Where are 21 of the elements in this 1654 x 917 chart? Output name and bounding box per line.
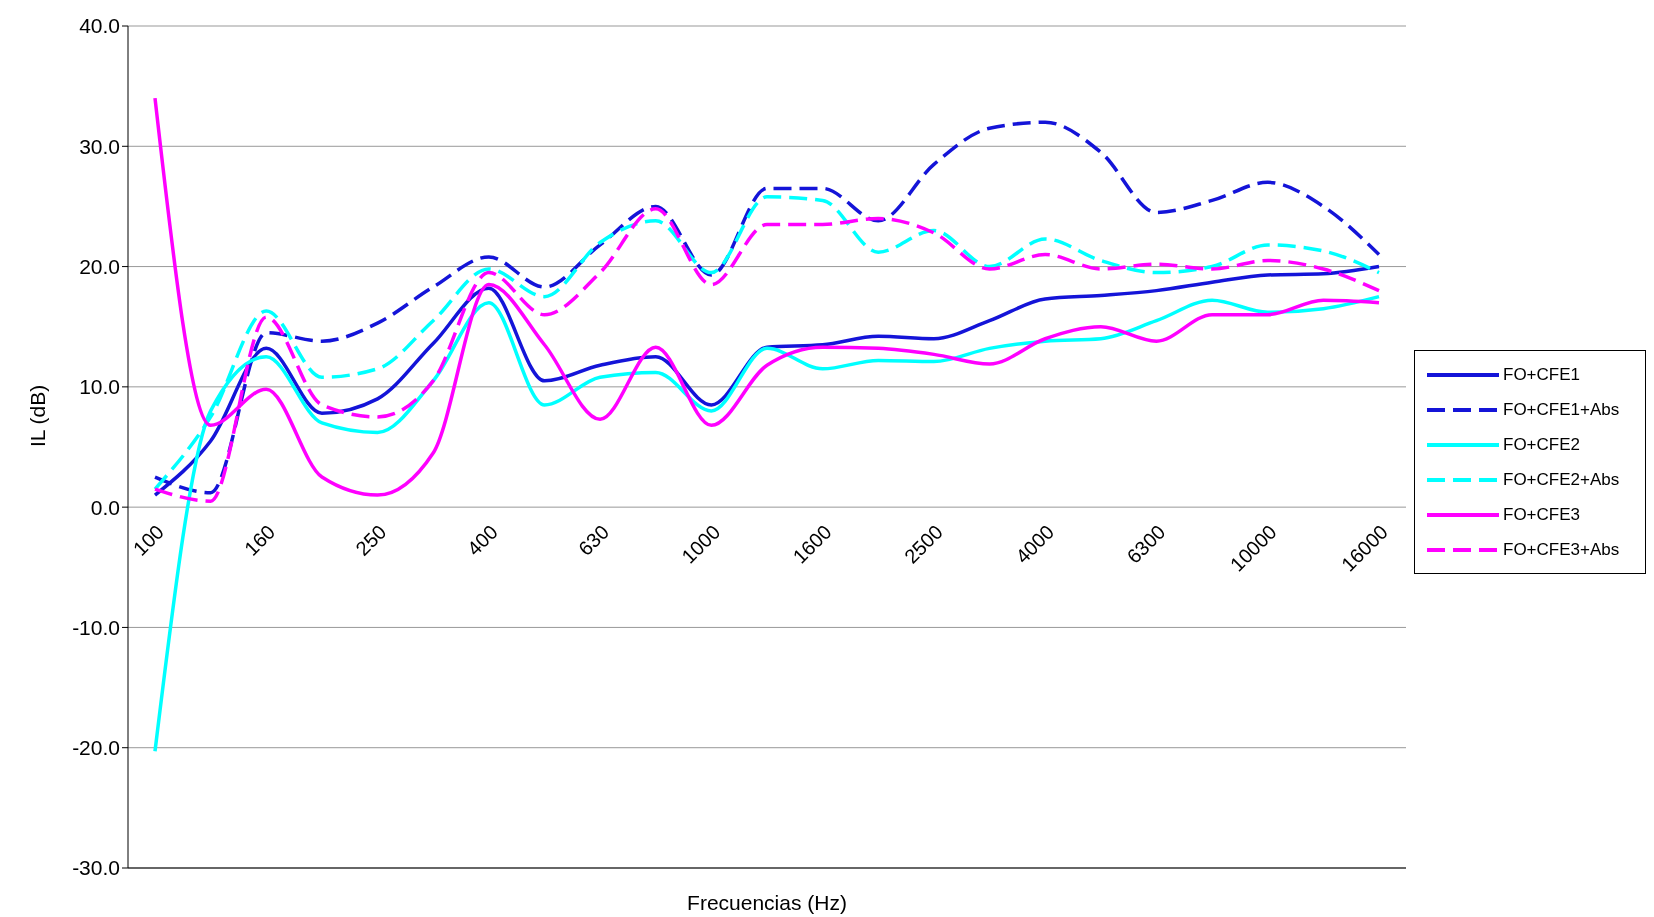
legend-label: FO+CFE3 [1503, 504, 1580, 525]
x-tick-label: 400 [462, 520, 502, 560]
x-tick-label: 630 [573, 520, 614, 560]
legend-label: FO+CFE1 [1503, 364, 1580, 385]
legend-label: FO+CFE1+Abs [1503, 399, 1620, 420]
x-tick-label: 250 [351, 520, 391, 560]
x-tick-label: 100 [128, 520, 169, 560]
x-axis-title: Frecuencias (Hz) [687, 891, 847, 914]
legend-label: FO+CFE2 [1503, 434, 1580, 455]
y-tick-label: 20.0 [79, 255, 120, 279]
y-tick-label: -30.0 [72, 856, 120, 880]
legend-label: FO+CFE2+Abs [1503, 469, 1620, 490]
y-tick-label: 10.0 [79, 375, 120, 399]
y-tick-label: 30.0 [79, 134, 120, 158]
x-tick-label: 160 [240, 520, 280, 560]
legend-label: FO+CFE3+Abs [1503, 539, 1620, 560]
y-tick-label: 40.0 [79, 14, 120, 38]
y-axis-title: IL (dB) [26, 384, 50, 447]
y-tick-label: -20.0 [72, 736, 120, 760]
y-tick-label: 0.0 [90, 495, 120, 519]
y-tick-label: -10.0 [72, 615, 120, 639]
